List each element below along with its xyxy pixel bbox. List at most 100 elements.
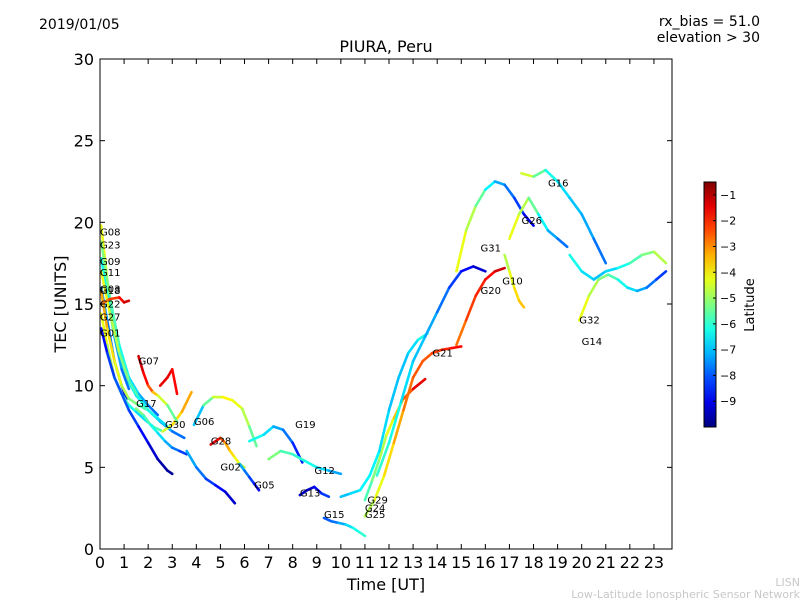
trace-label: G10 (502, 276, 522, 287)
trace-segment (508, 212, 521, 240)
trace-segment (508, 270, 516, 289)
trace-segment (474, 188, 487, 208)
trace-label: G24 (365, 503, 385, 514)
trace-segment (170, 368, 179, 396)
trace-segment (378, 433, 388, 461)
trace-segment (178, 449, 189, 456)
trace-segment (156, 457, 169, 472)
trace-segment (450, 345, 463, 350)
trace-segment (248, 425, 258, 448)
trace-segment (628, 253, 644, 265)
trace-segment (320, 492, 331, 499)
trace-segment (378, 408, 391, 453)
trace-segment (108, 296, 121, 301)
trace-segment (248, 433, 266, 443)
trace-segment (122, 299, 131, 304)
trace-segment (305, 485, 316, 492)
trace-segment (546, 229, 559, 240)
trace-segment (385, 417, 396, 436)
x-tick-label: 3 (167, 553, 177, 572)
colorbar-tick-label: −2 (720, 215, 736, 228)
x-tick-label: 20 (572, 553, 592, 572)
trace-segment (626, 286, 639, 293)
trace-segment (100, 312, 109, 347)
x-tick-label: 12 (379, 553, 399, 572)
trace-segment (240, 407, 251, 428)
trace-segment (117, 351, 131, 383)
trace-label: G09 (100, 257, 120, 268)
trace-g12 (267, 449, 343, 476)
x-tick-label: 11 (355, 553, 375, 572)
trace-label: G03 (100, 285, 120, 296)
trace-segment (616, 278, 629, 289)
trace-segment (170, 410, 184, 427)
x-tick-label: 1 (119, 553, 129, 572)
trace-label: G29 (367, 495, 387, 506)
trace-segment (146, 408, 160, 420)
trace-label: G19 (295, 420, 315, 431)
trace-label: G06 (194, 417, 214, 428)
trace-segment (370, 457, 381, 482)
rx-bias-label: rx_bias = 51.0 (658, 14, 760, 30)
trace-segment (291, 452, 307, 463)
trace-segment (363, 498, 376, 518)
trace-segment (146, 403, 160, 417)
trace-segment (228, 449, 237, 459)
trace-segment (344, 523, 355, 530)
trace-segment (406, 338, 420, 355)
trace-segment (464, 294, 478, 322)
trace-segment (108, 294, 121, 347)
trace-segment (248, 475, 256, 485)
colorbar: −1 −2 −3 −4 −5 −6 −7 −8 −9 (703, 181, 736, 428)
trace-segment (503, 183, 516, 200)
trace-g07 (137, 354, 179, 423)
trace-g25 (363, 345, 463, 518)
trace-segment (163, 439, 174, 450)
trace-segment (113, 376, 123, 396)
trace-segment (527, 196, 540, 216)
trace-label: G30 (165, 420, 185, 431)
trace-segment (592, 270, 608, 281)
trace-g13 (298, 485, 331, 499)
trace-segment (327, 469, 343, 476)
elevation-label: elevation > 30 (656, 30, 760, 46)
trace-segment (262, 425, 275, 436)
trace-segment (493, 266, 506, 273)
trace-segment (447, 270, 463, 289)
trace-segment (358, 474, 372, 492)
trace-label: G12 (314, 466, 334, 477)
x-tick-label: 4 (191, 553, 201, 572)
colorbar-label: Latitude (743, 278, 758, 332)
trace-segment (100, 327, 109, 355)
trace-segment (120, 368, 131, 391)
trace-segment (556, 180, 571, 200)
trace-label: G07 (139, 356, 159, 367)
colorbar-gradient (703, 181, 717, 428)
trace-segment (223, 441, 232, 453)
trace-g10 (503, 253, 526, 309)
x-tick-label: 14 (427, 553, 447, 572)
colorbar-tick-label: −8 (720, 369, 736, 382)
trace-segment (272, 425, 285, 432)
trace-segment (120, 392, 131, 412)
trace-segment (100, 297, 111, 306)
x-tick-label: 21 (596, 553, 616, 572)
x-tick-label: 0 (95, 553, 105, 572)
trace-segment (127, 397, 140, 407)
colorbar-tick-label: −9 (720, 395, 736, 408)
x-tick-label: 19 (547, 553, 567, 572)
trace-segment (503, 253, 511, 273)
x-tick-label: 16 (475, 553, 495, 572)
trace-segment (231, 399, 244, 410)
date-label: 2019/01/05 (39, 17, 120, 33)
trace-segment (363, 479, 374, 502)
x-tick-label: 9 (312, 553, 322, 572)
trace-label: G22 (100, 299, 120, 310)
trace-g22 (100, 296, 131, 306)
colorbar-tick-label: −3 (720, 240, 736, 253)
trace-segment (151, 425, 164, 433)
trace-label: G26 (521, 216, 541, 227)
colorbar-tick-label: −7 (720, 344, 736, 357)
trace-segment (315, 466, 331, 472)
